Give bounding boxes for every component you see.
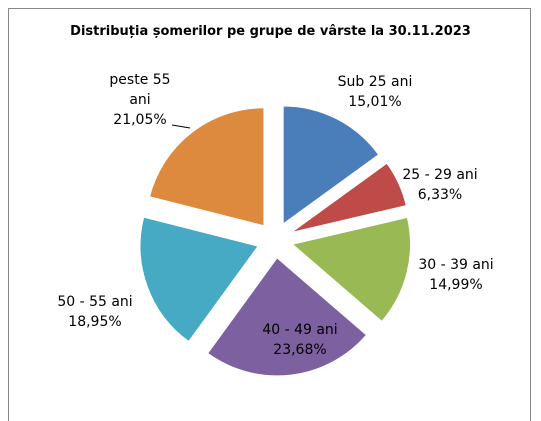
value-label: 21,05% [113, 112, 167, 128]
pie-slice [206, 257, 368, 377]
value-label: 18,95% [68, 314, 122, 330]
category-label: 30 - 39 ani [418, 257, 494, 273]
value-label: 23,68% [273, 342, 327, 358]
data-label: 25 - 29 ani 6,33% [385, 165, 495, 205]
value-label: 6,33% [417, 187, 463, 203]
pie-slice [148, 107, 265, 227]
category-label: 40 - 49 ani [262, 322, 338, 338]
data-label: 50 - 55 ani 18,95% [40, 292, 150, 332]
chart-title: Distribuția șomerilor pe grupe de vârste… [70, 24, 471, 39]
pie-slice [282, 105, 380, 225]
leader-line [171, 124, 191, 129]
data-label: Sub 25 ani 15,01% [320, 72, 430, 112]
value-label: 14,99% [429, 277, 483, 293]
pie-slice [291, 216, 411, 323]
category-label: 25 - 29 ani [402, 167, 478, 183]
pie-slice [139, 216, 259, 343]
data-label: 30 - 39 ani 14,99% [401, 255, 511, 295]
pie-slice [291, 162, 407, 234]
data-label: peste 55 ani 21,05% [103, 70, 178, 130]
category-label: Sub 25 ani [337, 74, 413, 90]
category-label: peste 55 ani [109, 72, 171, 108]
data-label: 40 - 49 ani 23,68% [245, 320, 355, 360]
category-label: 50 - 55 ani [57, 294, 133, 310]
value-label: 15,01% [348, 94, 402, 110]
